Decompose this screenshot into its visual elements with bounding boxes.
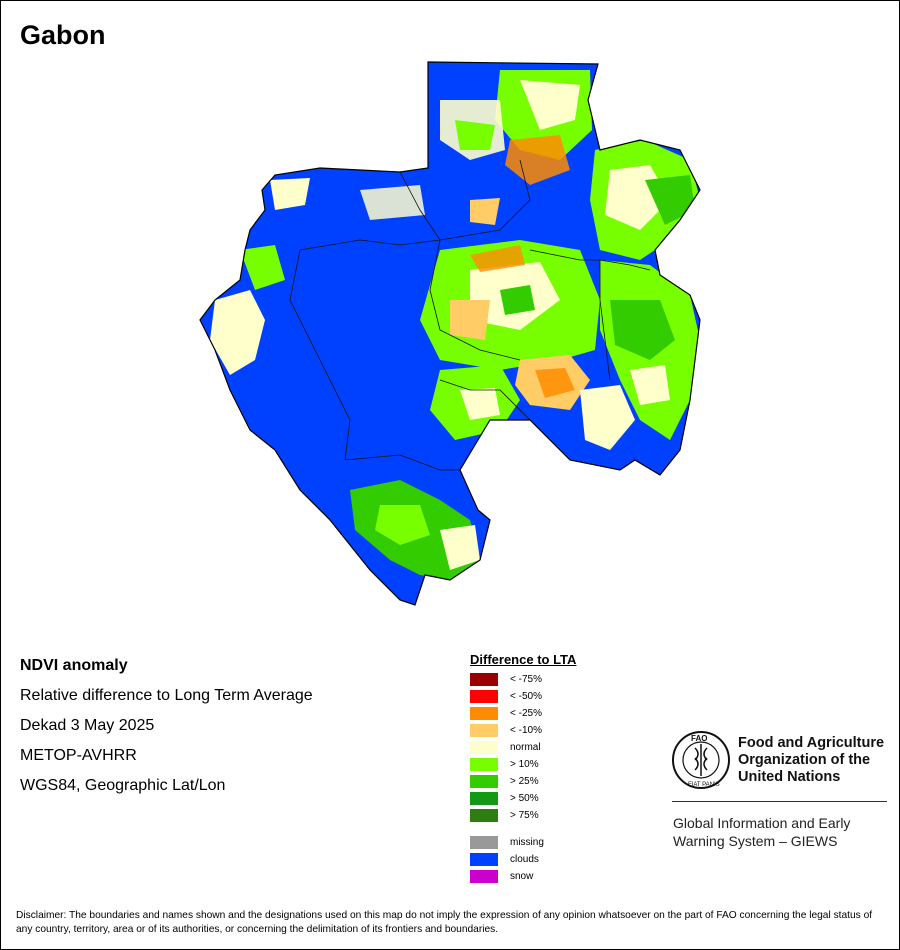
legend-item: < -50% bbox=[470, 689, 542, 703]
legend-item: > 50% bbox=[470, 791, 539, 805]
disclaimer: Disclaimer: The boundaries and names sho… bbox=[16, 910, 873, 935]
legend-label: normal bbox=[510, 741, 541, 753]
anomaly-patch-centre-dark bbox=[500, 285, 535, 315]
fao-name-line3: United Nations bbox=[738, 769, 841, 785]
legend-swatch bbox=[470, 835, 498, 849]
anomaly-patch-north-west-green bbox=[455, 120, 495, 150]
legend-label: > 50% bbox=[510, 792, 539, 804]
boundary-south-centre bbox=[439, 379, 531, 421]
fao-divider bbox=[672, 801, 887, 802]
fao-name: Food and Agriculture Organization of the… bbox=[738, 735, 884, 786]
legend-item: < -25% bbox=[470, 706, 542, 720]
anomaly-patch-east-normal bbox=[630, 365, 670, 405]
fao-logo-letters: FAO bbox=[691, 734, 707, 743]
legend-swatch bbox=[470, 852, 498, 866]
legend-label: > 25% bbox=[510, 775, 539, 787]
anomaly-patch-north-orange bbox=[505, 135, 570, 185]
legend-label: < -25% bbox=[510, 707, 542, 719]
legend-swatch bbox=[470, 706, 498, 720]
boundary-west-north bbox=[299, 239, 441, 251]
legend-item: clouds bbox=[470, 852, 539, 866]
anomaly-patch-north-normal bbox=[520, 80, 580, 130]
anomaly-patch-west-coast bbox=[210, 290, 265, 375]
legend-label: < -10% bbox=[510, 724, 542, 736]
fao-logo: FAO FIAT PANIS bbox=[672, 731, 730, 789]
legend-item: snow bbox=[470, 869, 533, 883]
gabon-ndvi-map bbox=[199, 61, 701, 606]
anomaly-patch-south-west-normal bbox=[460, 388, 500, 420]
map-projection: WGS84, Geographic Lat/Lon bbox=[20, 777, 226, 794]
anomaly-patch-north-central-orange bbox=[470, 198, 500, 225]
giews-line2: Warning System – GIEWS bbox=[673, 833, 838, 849]
legend-swatch bbox=[470, 740, 498, 754]
legend-item: < -75% bbox=[470, 672, 542, 686]
boundary-north bbox=[399, 159, 531, 241]
legend-item: > 25% bbox=[470, 774, 539, 788]
legend-item: > 10% bbox=[470, 757, 539, 771]
legend-swatch bbox=[470, 869, 498, 883]
legend-swatch bbox=[470, 757, 498, 771]
legend-swatch bbox=[470, 774, 498, 788]
legend-label: snow bbox=[510, 870, 534, 882]
ndvi-anomaly-layer bbox=[210, 70, 700, 580]
legend-item: missing bbox=[470, 835, 544, 849]
anomaly-patch-south-centre-orange bbox=[535, 368, 575, 398]
map-title: Gabon bbox=[20, 20, 106, 50]
anomaly-patch-east-dark bbox=[610, 300, 675, 360]
legend-label: < -50% bbox=[510, 690, 542, 702]
boundary-east bbox=[599, 260, 611, 381]
legend-item: < -10% bbox=[470, 723, 542, 737]
legend-label: > 10% bbox=[510, 758, 539, 770]
anomaly-patch-centre-orange bbox=[470, 245, 525, 272]
legend-label: missing bbox=[510, 836, 544, 848]
province-boundaries bbox=[289, 159, 651, 471]
legend-swatch bbox=[470, 808, 498, 822]
boundary-south bbox=[344, 454, 460, 471]
anomaly-patch-north-central-white bbox=[360, 185, 425, 220]
map-heading: NDVI anomaly bbox=[20, 657, 128, 674]
map-subtitle: Relative difference to Long Term Average bbox=[20, 687, 313, 704]
fao-logo-inner-ring bbox=[682, 741, 720, 779]
legend-label: clouds bbox=[510, 853, 539, 865]
fao-name-line2: Organization of the bbox=[738, 752, 871, 768]
giews-name: Global Information and Early Warning Sys… bbox=[673, 814, 850, 850]
boundary-centre bbox=[429, 239, 521, 361]
anomaly-patch-northwest bbox=[270, 178, 310, 210]
legend-swatch bbox=[470, 689, 498, 703]
map-sensor: METOP-AVHRR bbox=[20, 747, 137, 764]
anomaly-patch-southeast bbox=[580, 385, 635, 450]
legend-item: normal bbox=[470, 740, 541, 754]
anomaly-patch-northeast-dark bbox=[645, 175, 695, 225]
legend-title: Difference to LTA bbox=[470, 652, 577, 667]
anomaly-patch-south-light bbox=[375, 505, 430, 545]
legend-item: > 75% bbox=[470, 808, 539, 822]
fao-logo-motto: FIAT PANIS bbox=[688, 782, 720, 788]
legend-label: > 75% bbox=[510, 809, 539, 821]
fao-name-line1: Food and Agriculture bbox=[738, 735, 885, 751]
boundary-west bbox=[289, 249, 351, 461]
anomaly-patch-south-normal bbox=[440, 525, 480, 570]
legend-swatch bbox=[470, 791, 498, 805]
wheat-icon bbox=[694, 744, 708, 776]
map-period: Dekad 3 May 2025 bbox=[20, 717, 155, 734]
legend-swatch bbox=[470, 672, 498, 686]
legend-label: < -75% bbox=[510, 673, 542, 685]
giews-line1: Global Information and Early bbox=[673, 815, 851, 831]
anomaly-patch-centre-light-orange bbox=[450, 300, 490, 340]
anomaly-patch-west-coast-green bbox=[240, 245, 285, 290]
fao-logo-ring bbox=[672, 731, 730, 789]
legend-swatch bbox=[470, 723, 498, 737]
